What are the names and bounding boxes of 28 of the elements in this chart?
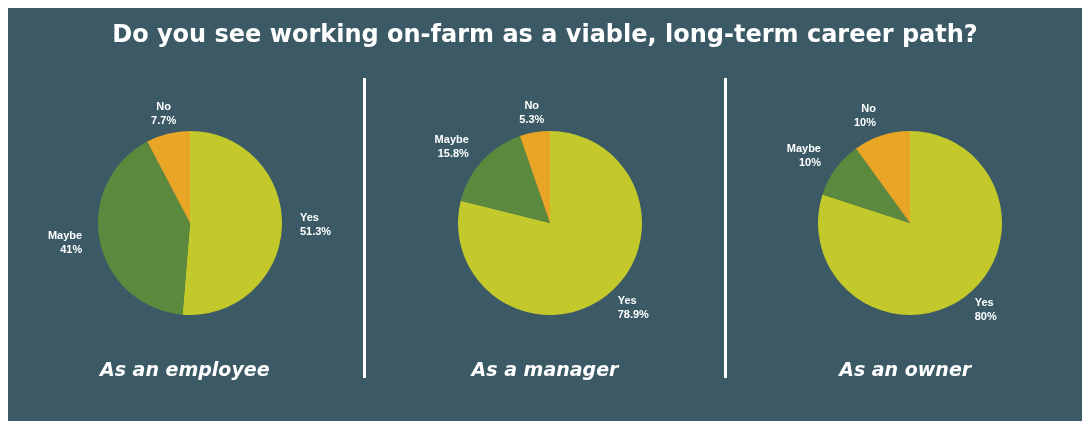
slice-label: No bbox=[156, 100, 172, 113]
data-label: 10% bbox=[854, 116, 877, 129]
slice-label: Maybe bbox=[47, 228, 83, 241]
data-label: 5.3% bbox=[519, 112, 545, 125]
data-label: 15.8% bbox=[437, 146, 470, 159]
pie-slice bbox=[97, 141, 190, 315]
pie-slice bbox=[147, 131, 190, 223]
data-label: 10% bbox=[799, 156, 822, 169]
slice-label: Yes bbox=[617, 293, 637, 306]
pie-slice bbox=[856, 131, 911, 223]
slice-label: No bbox=[861, 102, 877, 115]
slice-label: Yes bbox=[974, 295, 994, 308]
data-label: 51.3% bbox=[299, 225, 332, 238]
text: Do you see working on-farm as a viable, long-term career path? bbox=[111, 19, 979, 48]
data-label: 7.7% bbox=[150, 114, 177, 127]
slice-label: Yes bbox=[299, 211, 319, 224]
text: As an owner bbox=[837, 358, 973, 380]
data-label: 80% bbox=[974, 309, 998, 322]
pie-slice bbox=[822, 148, 911, 223]
data-label: 41% bbox=[59, 242, 83, 255]
pie-slice bbox=[182, 131, 282, 315]
text: As an employee bbox=[98, 358, 271, 380]
slice-label: Maybe bbox=[434, 132, 469, 145]
text: As a manager bbox=[469, 358, 621, 380]
pie-slice bbox=[519, 131, 550, 223]
slice-label: No bbox=[524, 98, 540, 111]
data-label: 78.9% bbox=[617, 307, 650, 320]
slice-label: Maybe bbox=[786, 142, 822, 155]
